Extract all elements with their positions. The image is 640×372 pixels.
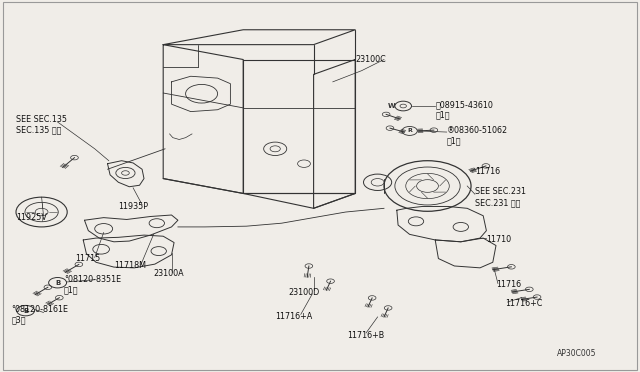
Text: 23100C: 23100C	[355, 55, 386, 64]
Text: B: B	[55, 280, 60, 286]
Text: R: R	[407, 128, 412, 134]
Text: °08120-8161E
（3）: °08120-8161E （3）	[12, 305, 68, 324]
Text: 11718M: 11718M	[114, 262, 146, 270]
Text: SEE SEC.135
SEC.135 参照: SEE SEC.135 SEC.135 参照	[16, 115, 67, 134]
Text: SEE SEC.231
SEC.231 参照: SEE SEC.231 SEC.231 参照	[475, 187, 526, 207]
Text: 11716+B: 11716+B	[347, 331, 384, 340]
Text: 11716+A: 11716+A	[275, 312, 312, 321]
Text: W: W	[388, 103, 396, 109]
Text: 11716: 11716	[475, 167, 500, 176]
Text: ®08360-51062
（1）: ®08360-51062 （1）	[447, 126, 508, 145]
Text: Ⓦ08915-43610
（1）: Ⓦ08915-43610 （1）	[435, 100, 493, 119]
Text: AP30C005: AP30C005	[557, 349, 596, 358]
Text: 23100A: 23100A	[154, 269, 184, 278]
Text: 11935P: 11935P	[118, 202, 148, 211]
Text: 11716+C: 11716+C	[506, 299, 543, 308]
Text: B: B	[23, 308, 28, 314]
Text: 11715: 11715	[76, 254, 100, 263]
Text: 11925V: 11925V	[16, 213, 47, 222]
Text: 11710: 11710	[486, 235, 511, 244]
Text: °08120-8351E
（1）: °08120-8351E （1）	[64, 275, 121, 294]
Text: 23100D: 23100D	[288, 288, 319, 296]
Text: 11716: 11716	[496, 280, 521, 289]
